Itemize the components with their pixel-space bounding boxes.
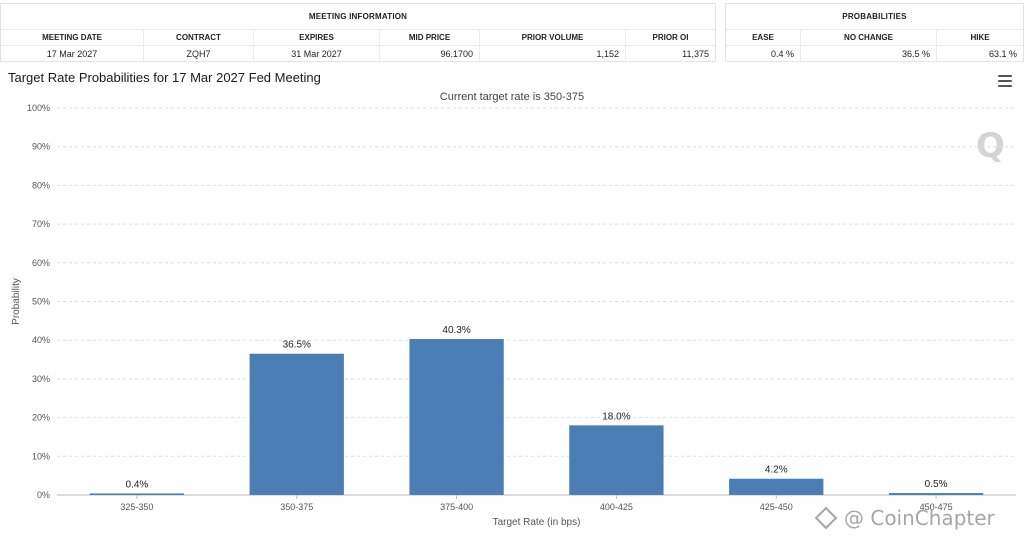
value-prior-volume: 1,152 [480,46,626,62]
bar-325-350 [89,493,185,495]
value-expires: 31 Mar 2027 [254,46,380,62]
y-tick-label-70: 70% [32,219,50,229]
meeting-value-row: 17 Mar 2027 ZQH7 31 Mar 2027 96.1700 1,1… [1,46,715,62]
header-contract: CONTRACT [144,30,254,45]
x-tick-label-325-350: 325-350 [120,502,153,512]
data-label-450-475: 0.5% [925,479,948,490]
y-tick-label-0: 0% [37,490,50,500]
y-tick-label-50: 50% [32,297,50,307]
value-contract: ZQH7 [144,46,254,62]
data-label-325-350: 0.4% [126,479,149,490]
value-ease: 0.4 % [726,46,801,62]
chart-container: Target Rate Probabilities for 17 Mar 202… [0,66,1024,544]
header-prior-oi: PRIOR OI [652,33,689,42]
y-axis-title: Probability [11,278,22,325]
bar-450-475 [888,493,984,495]
brand-watermark-text: @ CoinChapter [844,506,995,530]
chart-title: Target Rate Probabilities for 17 Mar 202… [8,70,321,85]
x-tick-label-400-425: 400-425 [600,502,633,512]
q-watermark-icon: Q [976,126,1005,166]
y-tick-label-40: 40% [32,335,50,345]
bar-350-375 [249,353,344,495]
probabilities-value-row: 0.4 % 36.5 % 63.1 % [726,46,1023,62]
chart-subtitle: Current target rate is 350-375 [439,91,585,103]
x-tick-label-425-450: 425-450 [760,502,793,512]
meeting-information-table: MEETING INFORMATION MEETING DATE CONTRAC… [0,3,716,62]
diamond-logo-icon [814,506,838,530]
x-tick-label-375-400: 375-400 [440,502,473,512]
header-expires: EXPIRES [254,30,380,45]
y-tick-label-90: 90% [32,142,50,152]
data-label-350-375: 36.5% [283,340,311,351]
data-label-400-425: 18.0% [602,411,630,422]
data-label-425-450: 4.2% [765,465,788,476]
value-prior-oi: 11,375 [682,49,709,59]
y-tick-label-20: 20% [32,413,50,423]
data-label-375-400: 40.3% [442,325,470,336]
hamburger-menu-icon[interactable] [998,75,1012,87]
header-hike: HIKE [970,33,990,42]
meeting-header-row: MEETING DATE CONTRACT EXPIRES MID PRICE … [1,30,715,46]
y-tick-label-30: 30% [32,374,50,384]
meeting-information-title: MEETING INFORMATION [1,4,715,30]
bar-375-400 [409,339,504,495]
bar-chart-plot: 0% 10% 20% 30% 40% 50% 60% 70% 80% 90% 100% 0.4% 325… [11,103,1016,528]
x-tick-label-350-375: 350-375 [280,502,313,512]
bar-400-425 [569,425,664,495]
header-meeting-date: MEETING DATE [1,30,144,45]
y-tick-label-80: 80% [32,180,50,190]
value-hike: 63.1 % [988,49,1017,59]
header-prior-volume: PRIOR VOLUME [480,30,626,45]
probabilities-table: PROBABILITIES EASE NO CHANGE HIKE 0.4 % … [725,3,1024,62]
brand-watermark: @ CoinChapter [814,506,995,530]
header-mid-price: MID PRICE [380,30,480,45]
y-tick-label-10: 10% [32,451,50,461]
x-axis-title: Target Rate (in bps) [493,517,581,528]
value-no-change: 36.5 % [801,46,937,62]
header-no-change: NO CHANGE [801,30,937,45]
y-tick-label-60: 60% [32,258,50,268]
bar-425-450 [729,478,824,495]
value-meeting-date: 17 Mar 2027 [1,46,144,62]
probabilities-title: PROBABILITIES [726,4,1023,30]
header-ease: EASE [726,30,801,45]
value-mid-price: 96.1700 [380,46,480,62]
x-tick-label-450-475: 450-475 [920,502,953,512]
y-tick-label-100: 100% [27,103,50,113]
probabilities-header-row: EASE NO CHANGE HIKE [726,30,1023,46]
